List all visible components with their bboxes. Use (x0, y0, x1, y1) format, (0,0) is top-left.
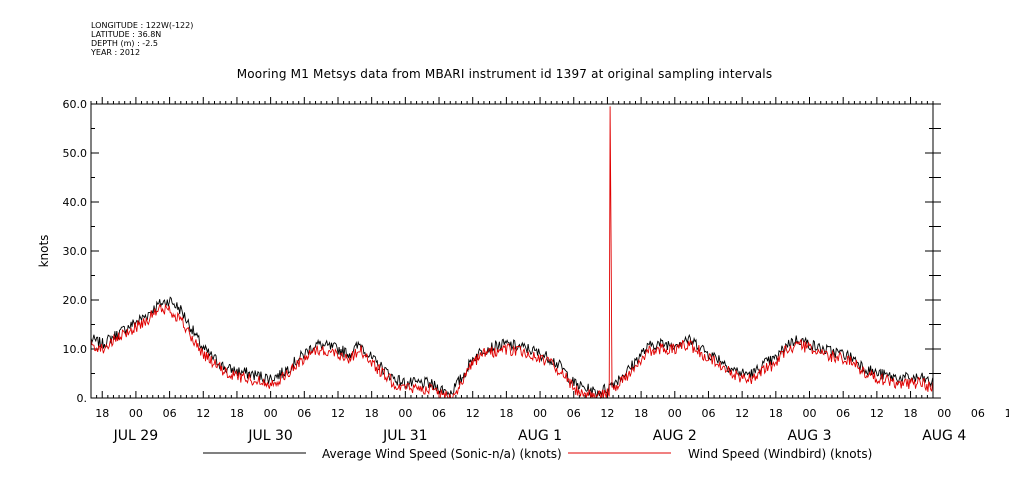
x-day-label: JUL 31 (382, 428, 427, 444)
x-day-label: JUL 29 (113, 428, 158, 444)
metadata-block: LONGITUDE : 122W(-122) LATITUDE : 36.8N … (91, 21, 193, 57)
x-tick-label: 18 (499, 407, 513, 420)
latitude-label: LATITUDE : 36.8N (91, 30, 162, 39)
x-tick-label: 12 (466, 407, 480, 420)
x-tick-label: 00 (264, 407, 278, 420)
series-line-0 (90, 296, 934, 399)
axis-layer: 0. 10.0 20.0 30.0 40.0 50.0 60.0 18 00 06 12 18 00 06… (63, 97, 1009, 444)
x-tick-label: 12 (735, 407, 749, 420)
y-tick-label: 20.0 (63, 294, 88, 307)
x-tick-label: 18 (230, 407, 244, 420)
x-day-label: AUG 3 (787, 428, 831, 444)
legend-label-average: Average Wind Speed (Sonic-n/a) (knots) (322, 447, 562, 461)
legend-label-windbird: Wind Speed (Windbird) (knots) (688, 447, 872, 461)
x-day-label: AUG 2 (653, 428, 697, 444)
y-tick-label: 10.0 (63, 343, 88, 356)
x-tick-label: 18 (904, 407, 918, 420)
y-tick-label: 40.0 (63, 196, 88, 209)
x-tick-label: 00 (937, 407, 951, 420)
x-day-label: JUL 30 (247, 428, 292, 444)
x-tick-label: 18 (769, 407, 783, 420)
x-day-label: AUG 1 (518, 428, 562, 444)
x-tick-label: 12 (331, 407, 345, 420)
x-tick-label: 00 (129, 407, 143, 420)
x-tick-label: 12 (600, 407, 614, 420)
x-day-label: AUG 4 (922, 428, 966, 444)
legend: Average Wind Speed (Sonic-n/a) (knots) W… (203, 447, 872, 461)
x-tick-label: 00 (803, 407, 817, 420)
chart-title: Mooring M1 Metsys data from MBARI instru… (236, 67, 773, 81)
x-tick-label: 18 (634, 407, 648, 420)
x-tick-label: 18 (365, 407, 379, 420)
year-label: YEAR : 2012 (91, 48, 141, 57)
x-tick-label: 06 (432, 407, 446, 420)
longitude-label: LONGITUDE : 122W(-122) (91, 21, 194, 30)
y-tick-label: 50.0 (63, 147, 88, 160)
x-tick-label: 06 (567, 407, 581, 420)
x-tick-label: 00 (398, 407, 412, 420)
y-axis-label: knots (37, 235, 51, 268)
x-tick-label: 18 (95, 407, 109, 420)
x-tick-label: 12 (196, 407, 210, 420)
x-tick-label: 12 (870, 407, 884, 420)
x-tick-label: 00 (533, 407, 547, 420)
y-tick-label: 30.0 (63, 245, 88, 258)
y-tick-label: 0. (77, 392, 88, 405)
depth-label: DEPTH (m) : -2.5 (91, 39, 158, 48)
x-tick-label: 06 (163, 407, 177, 420)
series-layer (90, 106, 934, 400)
x-tick-label: 06 (297, 407, 311, 420)
y-tick-label: 60.0 (63, 98, 88, 111)
x-tick-label: 12 (1005, 407, 1009, 420)
x-tick-label: 00 (668, 407, 682, 420)
series-line-1 (90, 106, 934, 400)
plot-frame (90, 103, 934, 399)
x-tick-label: 06 (701, 407, 715, 420)
x-tick-label: 06 (836, 407, 850, 420)
x-tick-label: 06 (971, 407, 985, 420)
